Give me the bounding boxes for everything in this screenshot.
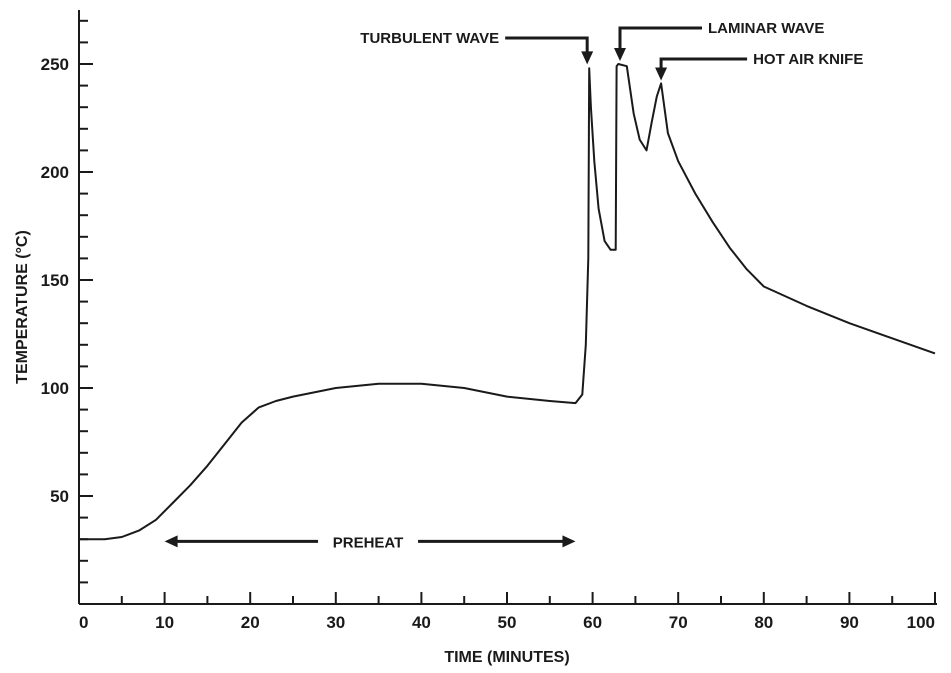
annotation-laminar-wave: LAMINAR WAVE: [613, 20, 824, 61]
x-minor-ticks: [120, 596, 894, 604]
x-tick-label: 30: [326, 613, 345, 632]
annotation-turbulent-wave: TURBULENT WAVE: [360, 30, 594, 65]
annotation-turbulent-wave-arrow: [505, 36, 589, 55]
y-tick-label: 200: [41, 163, 69, 182]
annotation-hot-air-knife: HOT AIR KNIFE: [655, 51, 863, 81]
annotation-hot-air-knife-arrowhead: [655, 67, 668, 81]
x-tick-label: 20: [241, 613, 260, 632]
preheat-left-arrowhead: [164, 535, 178, 548]
x-tick-label: 0: [79, 613, 88, 632]
annotation-hot-air-knife-label: HOT AIR KNIFE: [753, 51, 863, 68]
annotation-laminar-wave-arrowhead: [613, 48, 626, 61]
annotation-turbulent-wave-arrowhead: [581, 51, 594, 65]
x-tick-label: 10: [155, 613, 174, 632]
y-tick-label: 250: [41, 55, 69, 74]
x-tick-label: 40: [412, 613, 431, 632]
x-tick-label: 60: [583, 613, 602, 632]
y-tick-label: 100: [41, 379, 69, 398]
temperature-series-line: [79, 63, 936, 541]
x-tick-label: 90: [840, 613, 859, 632]
annotation-laminar-wave-label: LAMINAR WAVE: [708, 20, 824, 37]
annotation-preheat-label: PREHEAT: [333, 534, 404, 551]
x-tick-label: 50: [498, 613, 517, 632]
annotation-hot-air-knife-arrow: [659, 57, 748, 70]
x-tick-label: 80: [754, 613, 773, 632]
annotation-preheat: PREHEAT: [164, 534, 576, 551]
x-axis-title: TIME (MINUTES): [444, 649, 569, 666]
x-ticks: 0 10 20 30 40 50 60 70 80 90 100: [78, 592, 936, 632]
x-tick-label: 70: [669, 613, 688, 632]
annotation-turbulent-wave-label: TURBULENT WAVE: [360, 30, 499, 47]
y-tick-label: 150: [41, 271, 69, 290]
y-minor-ticks: [79, 19, 88, 584]
y-axis-title: TEMPERATURE (°C): [14, 230, 31, 384]
y-ticks: 50 100 150 200 250: [41, 55, 93, 506]
x-tick-label: 100: [907, 613, 935, 632]
preheat-right-arrowhead: [562, 535, 576, 548]
annotation-laminar-wave-arrow: [618, 26, 702, 50]
y-tick-label: 50: [50, 487, 69, 506]
